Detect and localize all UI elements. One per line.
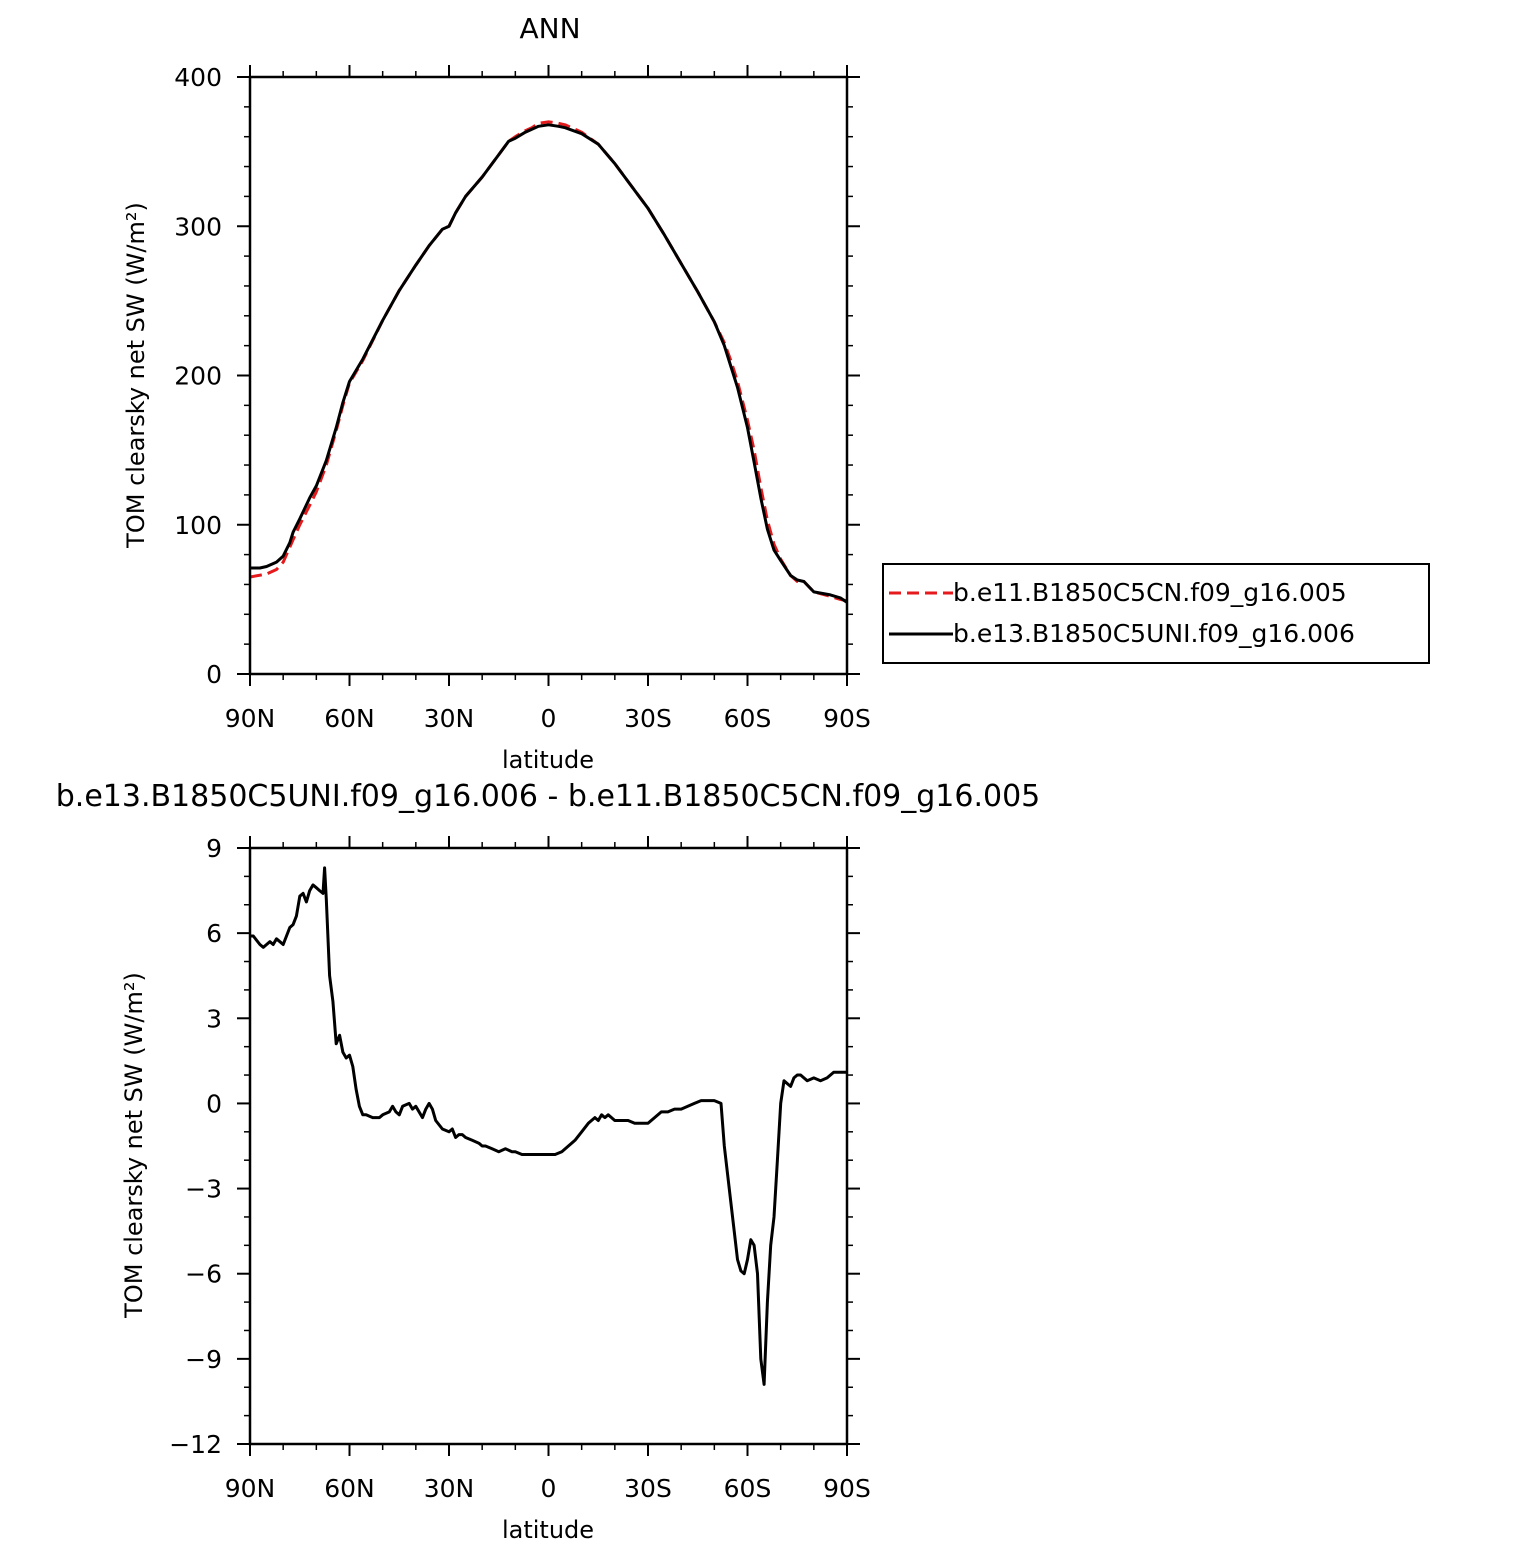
top-plot-frame <box>248 75 849 676</box>
top-y-tick-label: 0 <box>206 660 222 689</box>
bottom-x-tick-label: 60S <box>724 1474 772 1503</box>
bottom-x-tick-label: 30S <box>624 1474 672 1503</box>
bottom-y-tick-label: −12 <box>169 1430 222 1459</box>
legend-label-series-1: b.e11.B1850C5CN.f09_g16.005 <box>953 578 1347 607</box>
top-x-tick-label: 90S <box>823 704 871 733</box>
bottom-y-tick-label: 0 <box>206 1089 222 1118</box>
top-x-tick-label: 60N <box>324 704 375 733</box>
bottom-y-axis-label: TOM clearsky net SW (W/m²) <box>120 972 148 1319</box>
bottom-panel: b.e13.B1850C5UNI.f09_g16.006 - b.e11.B18… <box>56 779 1041 1544</box>
legend-label-series-2: b.e13.B1850C5UNI.f09_g16.006 <box>953 619 1355 648</box>
bottom-y-tick-label: 9 <box>206 834 222 863</box>
top-x-tick-label: 30S <box>624 704 672 733</box>
top-y-tick-label: 400 <box>174 63 222 92</box>
top-x-tick-label: 60S <box>724 704 772 733</box>
legend: b.e11.B1850C5CN.f09_g16.005 b.e13.B1850C… <box>882 563 1430 664</box>
top-y-tick-label: 200 <box>174 362 222 391</box>
top-chart-title: ANN <box>519 12 580 45</box>
top-series-line-2 <box>250 123 848 604</box>
bottom-plot-area: 90N 60N 30N 0 30S 60S 90S −12 −9 −6 −3 0 3 6 9 <box>169 834 871 1503</box>
bottom-x-tick-label: 90S <box>823 1474 871 1503</box>
bottom-x-tick-label: 0 <box>541 1474 557 1503</box>
bottom-series-line-1 <box>250 866 847 1386</box>
top-y-tick-label: 300 <box>174 212 222 241</box>
top-y-tick-label: 100 <box>174 511 222 540</box>
bottom-x-tick-label: 60N <box>324 1474 375 1503</box>
bottom-y-tick-label: −6 <box>185 1260 222 1289</box>
legend-box <box>882 563 1430 664</box>
bottom-y-tick-label: −9 <box>185 1345 222 1374</box>
bottom-x-tick-label: 90N <box>225 1474 276 1503</box>
top-x-axis-label: latitude <box>502 746 594 774</box>
bottom-y-tick-label: 6 <box>206 919 222 948</box>
bottom-chart-title: b.e13.B1850C5UNI.f09_g16.006 - b.e11.B18… <box>56 779 1041 814</box>
top-plot-area: 90N 60N 30N 0 30S 60S 90S 0 100 200 300 400 <box>174 63 871 733</box>
bottom-y-tick-label: 3 <box>206 1004 222 1033</box>
top-x-tick-label: 90N <box>225 704 276 733</box>
top-panel: ANN 90N 60N 30N 0 30S 60S 90S 0 100 200 300 400 lat… <box>122 12 871 774</box>
bottom-x-axis-label: latitude <box>502 1516 594 1544</box>
top-x-tick-label: 30N <box>424 704 475 733</box>
bottom-x-tick-label: 30N <box>424 1474 475 1503</box>
bottom-y-tick-label: −3 <box>185 1175 222 1204</box>
bottom-plot-frame <box>248 846 849 1446</box>
top-series-line-1 <box>249 120 848 603</box>
top-x-tick-label: 0 <box>541 704 557 733</box>
top-y-axis-label: TOM clearsky net SW (W/m²) <box>122 202 150 549</box>
